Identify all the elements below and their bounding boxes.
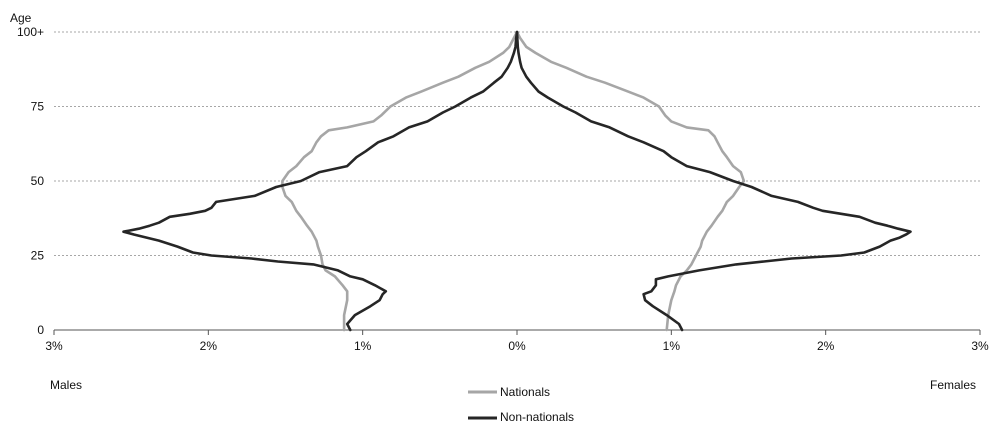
y-tick-label: 75: [31, 100, 45, 114]
gridlines: [54, 31, 980, 256]
x-tick-label: 3%: [45, 339, 63, 353]
y-tick-label: 25: [31, 249, 45, 263]
x-tick-label: 1%: [354, 339, 372, 353]
series-line-nationals-females: [515, 30, 746, 332]
legend: Nationals Non-nationals: [468, 385, 574, 422]
y-tick-label: 0: [37, 323, 44, 337]
y-tick-label: 100+: [17, 25, 44, 39]
series-line-non-nationals-females: [515, 30, 912, 332]
series-line-non-nationals-males: [122, 30, 519, 332]
males-label: Males: [50, 378, 82, 392]
x-tick-label: 2%: [200, 339, 218, 353]
x-tick-label: 2%: [817, 339, 835, 353]
legend-label-nationals: Nationals: [500, 385, 550, 399]
y-axis-label: Age: [10, 11, 32, 25]
series-lines: [122, 30, 912, 332]
legend-label-non-nationals: Non-nationals: [500, 410, 574, 422]
x-tick-label: 3%: [971, 339, 989, 353]
females-label: Females: [930, 378, 976, 392]
axes: 0 25 50 75 100+ 3% 2% 1% 0% 1% 2% 3%: [17, 25, 989, 353]
x-tick-label: 0%: [508, 339, 526, 353]
y-tick-label: 50: [31, 174, 45, 188]
x-tick-label: 1%: [663, 339, 681, 353]
